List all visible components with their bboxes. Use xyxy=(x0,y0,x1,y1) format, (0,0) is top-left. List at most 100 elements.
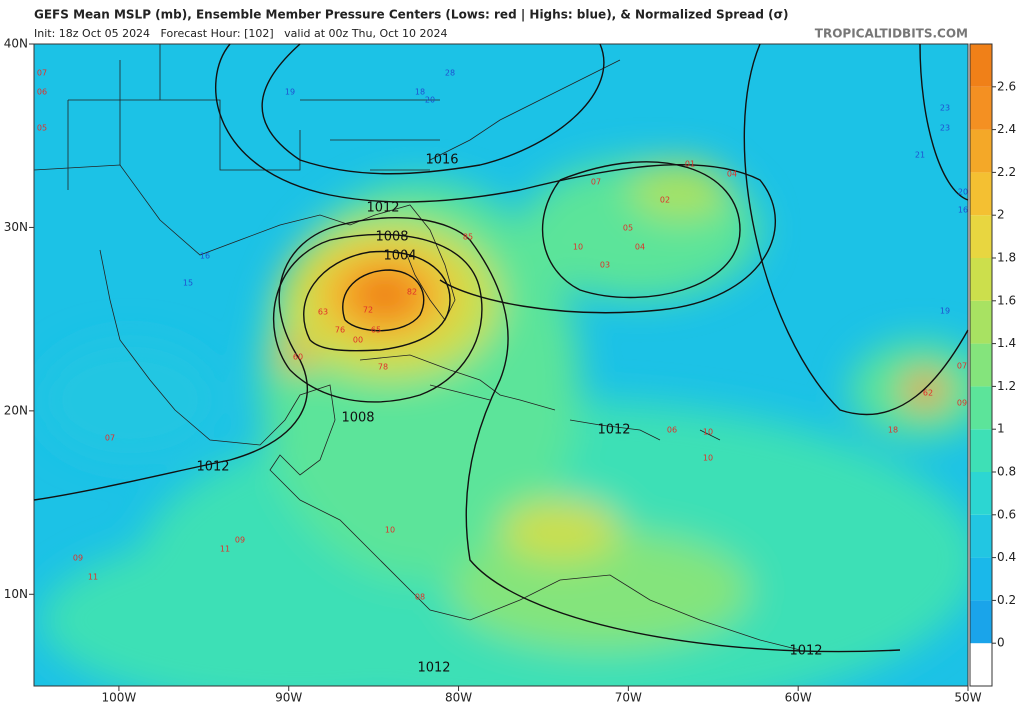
high-center-label: 18 xyxy=(415,88,425,97)
low-center-label: 62 xyxy=(923,389,933,398)
low-center-label: 10 xyxy=(385,526,395,535)
x-tick-label: 90W xyxy=(275,691,302,705)
credit: TROPICALTIDBITS.COM xyxy=(815,27,968,41)
colorbar-band xyxy=(970,386,992,430)
y-tick-label: 30N xyxy=(4,220,28,234)
colorbar-band xyxy=(970,258,992,301)
coastlines xyxy=(34,44,801,651)
high-center-label: 15 xyxy=(183,279,193,288)
isobar-label: 1004 xyxy=(383,249,416,264)
high-center-label: 16 xyxy=(200,252,210,261)
colorbar-band xyxy=(970,300,992,344)
high-center-label: 20 xyxy=(425,96,435,105)
colorbar-tick-label: 1.6 xyxy=(997,293,1016,307)
low-center-label: 06 xyxy=(37,88,47,97)
colorbar: 0 0.2 0.4 0.6 0.8 1 1.2 1.4 1.6 1.8 2 2.2 2.4 2.6 xyxy=(969,43,1016,687)
subtitle: Init: 18z Oct 05 2024 Forecast Hour: [10… xyxy=(34,27,447,40)
low-center-label: 82 xyxy=(407,288,417,297)
low-center-label: 05 xyxy=(37,124,47,133)
low-center-label: 04 xyxy=(635,243,645,252)
low-center-label: 07 xyxy=(957,362,967,371)
colorbar-band xyxy=(970,472,992,515)
colorbar-band xyxy=(970,86,992,130)
high-center-label: 16 xyxy=(958,206,968,215)
low-center-label: 07 xyxy=(37,69,47,78)
low-center-label: 04 xyxy=(727,170,737,179)
low-center-label: 07 xyxy=(591,178,601,187)
colorbar-tick-label: 0.6 xyxy=(997,507,1016,521)
low-center-label: 85 xyxy=(463,233,473,242)
low-center-label: 00 xyxy=(353,336,363,345)
isobar-label: 1012 xyxy=(789,644,822,659)
colorbar-band xyxy=(970,600,992,644)
colorbar-frame xyxy=(969,43,993,687)
low-center-label: 76 xyxy=(335,326,345,335)
colorbar-band xyxy=(970,643,992,686)
colorbar-tick-label: 2.2 xyxy=(997,165,1016,179)
colorbar-band xyxy=(970,172,992,216)
low-center-label: 18 xyxy=(888,426,898,435)
high-center-label: 19 xyxy=(940,307,950,316)
low-center-label: 06 xyxy=(667,426,677,435)
colorbar-tick-label: 2 xyxy=(997,208,1005,222)
low-center-label: 63 xyxy=(318,308,328,317)
isobars xyxy=(33,43,969,653)
low-center-label: 08 xyxy=(415,593,425,602)
isobar-label: 1012 xyxy=(366,201,399,216)
low-center-label: 72 xyxy=(363,306,373,315)
low-center-label: 11 xyxy=(88,573,98,582)
low-center-label: 10 xyxy=(703,454,713,463)
y-tick-label: 20N xyxy=(4,403,28,417)
isobar-label: 1012 xyxy=(196,460,229,475)
high-center-label: 23 xyxy=(940,124,950,133)
colorbar-tick-label: 2.6 xyxy=(997,79,1016,93)
colorbar-tick-label: 0 xyxy=(997,636,1005,650)
colorbar-tick-label: 0.4 xyxy=(997,550,1016,564)
isobar-label: 1008 xyxy=(375,230,408,245)
colorbar-tick-label: 1.4 xyxy=(997,336,1016,350)
x-tick-label: 50W xyxy=(954,691,981,705)
x-tick-label: 80W xyxy=(445,691,472,705)
high-center-label: 20 xyxy=(958,188,968,197)
colorbar-band xyxy=(970,129,992,173)
low-center-label: 60 xyxy=(293,353,303,362)
isobar-label: 1012 xyxy=(597,423,630,438)
x-tick-label: 100W xyxy=(102,691,137,705)
high-center-label: 19 xyxy=(285,88,295,97)
map-field xyxy=(34,44,968,686)
low-center-label: 09 xyxy=(957,399,967,408)
colorbar-band xyxy=(970,215,992,258)
colorbar-tick-label: 1 xyxy=(997,422,1005,436)
title: GEFS Mean MSLP (mb), Ensemble Member Pre… xyxy=(34,8,788,22)
low-center-label: 02 xyxy=(660,196,670,205)
high-center-label: 21 xyxy=(915,151,925,160)
colorbar-band xyxy=(970,343,992,387)
colorbar-tick-label: 0.8 xyxy=(997,465,1016,479)
x-tick-label: 70W xyxy=(615,691,642,705)
low-center-label: 03 xyxy=(600,261,610,270)
y-tick-label: 10N xyxy=(4,587,28,601)
low-center-label: 10 xyxy=(703,428,713,437)
isobar-label: 1012 xyxy=(417,661,450,676)
colorbar-band xyxy=(970,44,992,87)
isobar-label: 1016 xyxy=(425,153,458,168)
low-center-label: 09 xyxy=(235,536,245,545)
colorbar-tick-label: 1.8 xyxy=(997,251,1016,265)
map-frame xyxy=(33,43,969,687)
x-tick-label: 60W xyxy=(785,691,812,705)
low-center-label: 11 xyxy=(220,545,230,554)
low-center-label: 78 xyxy=(378,363,388,372)
colorbar-band xyxy=(970,557,992,601)
colorbar-band xyxy=(970,429,992,472)
colorbar-tick-label: 0.2 xyxy=(997,593,1016,607)
colorbar-band xyxy=(970,514,992,558)
high-center-label: 28 xyxy=(445,69,455,78)
low-center-label: 09 xyxy=(73,554,83,563)
low-center-label: 01 xyxy=(685,160,695,169)
isobar-label: 1008 xyxy=(341,411,374,426)
colorbar-tick-label: 1.2 xyxy=(997,379,1016,393)
low-center-label: 05 xyxy=(623,224,633,233)
map-annotations: 100W 90W 80W 70W 60W 50W40N30N20N10N101610121… xyxy=(4,37,982,705)
low-center-label: 07 xyxy=(105,434,115,443)
